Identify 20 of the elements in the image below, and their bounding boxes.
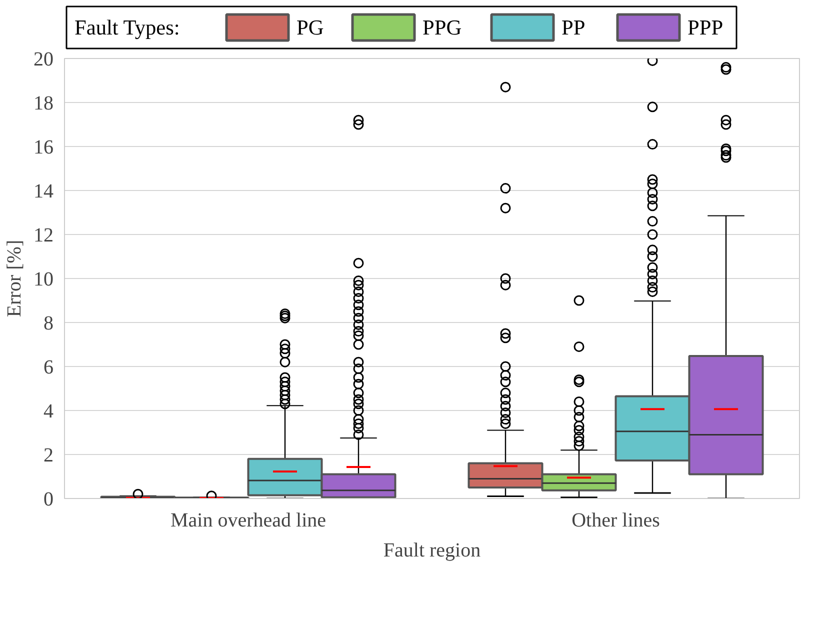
y-tick-label: 18 <box>34 92 54 114</box>
y-tick-label: 0 <box>44 488 54 510</box>
y-axis-title: Error [%] <box>4 240 26 318</box>
legend-label: PPG <box>422 16 462 40</box>
legend-label: PG <box>296 16 324 40</box>
y-tick-label: 16 <box>34 136 54 158</box>
y-tick-label: 4 <box>44 400 54 422</box>
x-tick-label: Other lines <box>572 510 660 532</box>
x-tick-label: Main overhead line <box>170 510 326 532</box>
x-axis-title: Fault region <box>383 540 481 562</box>
y-tick-label: 2 <box>44 444 54 466</box>
y-tick-label: 14 <box>34 180 54 202</box>
y-tick-label: 8 <box>44 312 54 334</box>
y-tick-label: 10 <box>34 268 54 290</box>
y-tick-label: 6 <box>44 356 54 378</box>
legend-label: PP <box>562 16 586 40</box>
legend-label: PPP <box>688 16 724 40</box>
y-tick-label: 20 <box>34 48 54 70</box>
legend-title: Fault Types: <box>74 16 180 40</box>
y-tick-label: 12 <box>34 224 54 246</box>
